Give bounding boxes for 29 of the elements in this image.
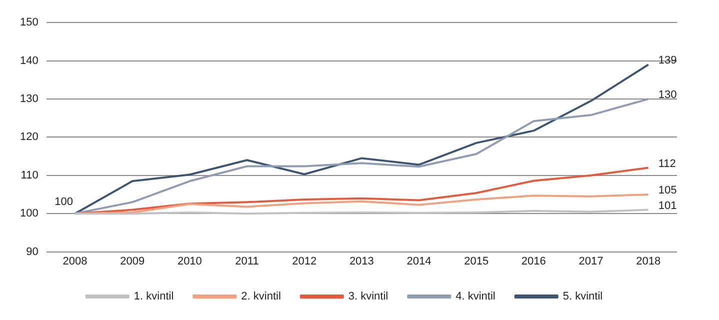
data-label: 100: [54, 196, 74, 208]
y-tick-label: 110: [20, 169, 38, 182]
x-tick-label: 2015: [464, 255, 489, 268]
x-tick-label: 2014: [406, 255, 432, 268]
y-tick-label: 90: [26, 246, 38, 258]
y-tick-label: 120: [20, 131, 38, 144]
legend-label: 1. kvintil: [134, 290, 174, 303]
x-tick-label: 2016: [521, 255, 546, 268]
x-tick-label: 2008: [62, 255, 88, 268]
y-tick-label: 150: [20, 16, 38, 29]
legend-label: 4. kvintil: [456, 290, 496, 303]
data-label: 105: [658, 184, 677, 197]
legend-label: 5. kvintil: [562, 290, 603, 303]
x-tick-label: 2013: [349, 255, 374, 268]
x-tick-label: 2012: [292, 255, 317, 268]
x-tick-label: 2017: [578, 255, 604, 268]
x-tick-label: 2011: [235, 255, 259, 268]
data-label: 101: [658, 200, 677, 212]
x-tick-label: 2010: [177, 255, 202, 268]
legend-label: 3. kvintil: [348, 290, 388, 303]
x-tick-label: 2018: [636, 255, 661, 268]
legend-label: 2. kvintil: [241, 290, 281, 303]
x-tick-label: 2009: [120, 255, 145, 268]
data-label: 139: [658, 54, 677, 67]
data-label: 112: [658, 158, 676, 170]
data-label: 130: [658, 89, 677, 102]
y-tick-label: 140: [20, 54, 38, 67]
y-tick-label: 100: [20, 208, 38, 220]
y-tick-label: 130: [20, 93, 38, 106]
